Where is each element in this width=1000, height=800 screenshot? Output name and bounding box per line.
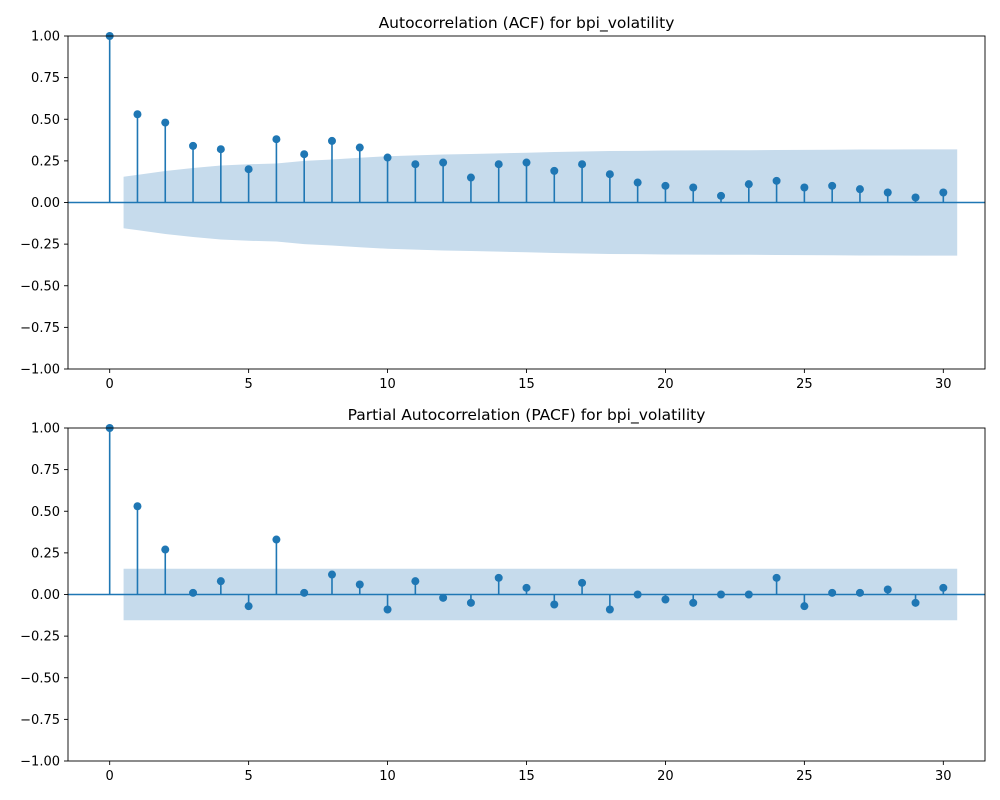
acf-y-tick-label: 0.75: [31, 71, 60, 86]
acf-marker-lag-24: [772, 176, 781, 185]
acf-x-tick-label: 5: [244, 377, 252, 392]
acf-marker-lag-23: [744, 180, 753, 189]
acf-y-tick-label: −0.50: [20, 279, 60, 294]
pacf-y-tick-label: 0.00: [31, 588, 60, 603]
pacf-x-tick-label: 25: [796, 769, 813, 784]
acf-marker-lag-18: [605, 170, 614, 179]
pacf-marker-lag-5: [244, 602, 253, 611]
acf-marker-lag-27: [855, 185, 864, 194]
acf-y-tick-label: 1.00: [31, 30, 60, 45]
pacf-marker-lag-6: [272, 535, 281, 544]
acf-marker-lag-15: [522, 158, 531, 167]
pacf-marker-lag-9: [355, 580, 364, 589]
acf-marker-lag-19: [633, 178, 642, 187]
pacf-marker-lag-7: [300, 588, 309, 597]
acf-x-tick-label: 10: [379, 377, 396, 392]
pacf-marker-lag-20: [661, 595, 670, 604]
pacf-marker-lag-2: [161, 545, 170, 554]
acf-marker-lag-20: [661, 181, 670, 190]
pacf-marker-lag-22: [717, 590, 726, 599]
pacf-y-tick-label: 0.25: [31, 546, 60, 561]
acf-marker-lag-21: [689, 183, 698, 192]
pacf-marker-lag-19: [633, 590, 642, 599]
pacf-marker-lag-16: [550, 600, 559, 609]
pacf-y-tick-label: 1.00: [31, 422, 60, 437]
pacf-marker-lag-15: [522, 583, 531, 592]
acf-marker-lag-28: [883, 188, 892, 197]
acf-marker-lag-1: [133, 110, 142, 119]
pacf-marker-lag-28: [883, 585, 892, 594]
acf-y-tick-label: −1.00: [20, 363, 60, 378]
acf-marker-lag-12: [439, 158, 448, 167]
acf-marker-lag-2: [161, 118, 170, 127]
acf-x-tick-label: 20: [657, 377, 674, 392]
pacf-x-tick-label: 15: [518, 769, 535, 784]
acf-marker-lag-29: [911, 193, 920, 202]
pacf-x-tick-label: 0: [106, 769, 114, 784]
acf-marker-lag-7: [300, 150, 309, 159]
pacf-y-tick-label: −0.75: [20, 713, 60, 728]
pacf-marker-lag-18: [605, 605, 614, 614]
acf-marker-lag-30: [939, 188, 948, 197]
pacf-marker-lag-4: [216, 577, 225, 586]
pacf-x-tick-label: 20: [657, 769, 674, 784]
pacf-marker-lag-8: [327, 570, 336, 579]
acf-chart-title: Autocorrelation (ACF) for bpi_volatility: [379, 14, 675, 33]
pacf-panel: 0 5 10 15 20 25 30 1.00 0.75 0.50 0.25 0.00 −0.25 −0.…: [20, 406, 986, 784]
acf-x-tick-label: 30: [935, 377, 952, 392]
acf-y-tick-label: 0.00: [31, 196, 60, 211]
acf-marker-lag-5: [244, 165, 253, 174]
pacf-marker-lag-26: [828, 588, 837, 597]
acf-marker-lag-22: [717, 191, 726, 200]
acf-marker-lag-25: [800, 183, 809, 192]
acf-marker-lag-10: [383, 153, 392, 162]
pacf-marker-lag-13: [466, 598, 475, 607]
acf-marker-lag-14: [494, 160, 503, 169]
acf-marker-lag-13: [466, 173, 475, 182]
pacf-marker-lag-11: [411, 577, 420, 586]
pacf-chart-title: Partial Autocorrelation (PACF) for bpi_v…: [348, 406, 706, 425]
acf-marker-lag-3: [189, 141, 198, 150]
pacf-marker-lag-23: [744, 590, 753, 599]
pacf-marker-lag-24: [772, 573, 781, 582]
pacf-marker-lag-10: [383, 605, 392, 614]
pacf-marker-lag-27: [855, 588, 864, 597]
acf-x-tick-label: 0: [106, 377, 114, 392]
pacf-marker-lag-25: [800, 602, 809, 611]
pacf-marker-lag-14: [494, 573, 503, 582]
acf-x-tick-label: 15: [518, 377, 535, 392]
acf-marker-lag-11: [411, 160, 420, 169]
pacf-marker-lag-17: [578, 578, 587, 587]
pacf-y-tick-label: 0.50: [31, 505, 60, 520]
pacf-marker-lag-29: [911, 598, 920, 607]
acf-marker-lag-4: [216, 145, 225, 154]
acf-marker-lag-16: [550, 166, 559, 175]
pacf-marker-lag-30: [939, 583, 948, 592]
pacf-marker-lag-21: [689, 598, 698, 607]
acf-marker-lag-17: [578, 160, 587, 169]
acf-y-tick-label: 0.50: [31, 113, 60, 128]
acf-marker-lag-9: [355, 143, 364, 152]
acf-y-tick-label: 0.25: [31, 154, 60, 169]
acf-y-tick-label: −0.75: [20, 321, 60, 336]
pacf-y-tick-label: −0.25: [20, 630, 60, 645]
acf-marker-lag-8: [327, 136, 336, 145]
pacf-x-tick-label: 30: [935, 769, 952, 784]
acf-y-tick-label: −0.25: [20, 238, 60, 253]
pacf-y-tick-label: 0.75: [31, 463, 60, 478]
acf-panel: 0 5 10 15 20 25 30 1.00 0.75 0.50 0.25 0.00 −0.25 −0.…: [20, 14, 986, 392]
pacf-y-tick-label: −1.00: [20, 755, 60, 770]
acf-x-tick-label: 25: [796, 377, 813, 392]
pacf-marker-lag-3: [189, 588, 198, 597]
acf-marker-lag-26: [828, 181, 837, 190]
pacf-marker-lag-1: [133, 502, 142, 511]
pacf-marker-lag-12: [439, 593, 448, 602]
pacf-x-tick-label: 10: [379, 769, 396, 784]
pacf-x-tick-label: 5: [244, 769, 252, 784]
pacf-y-tick-label: −0.50: [20, 671, 60, 686]
acf-marker-lag-6: [272, 135, 281, 144]
